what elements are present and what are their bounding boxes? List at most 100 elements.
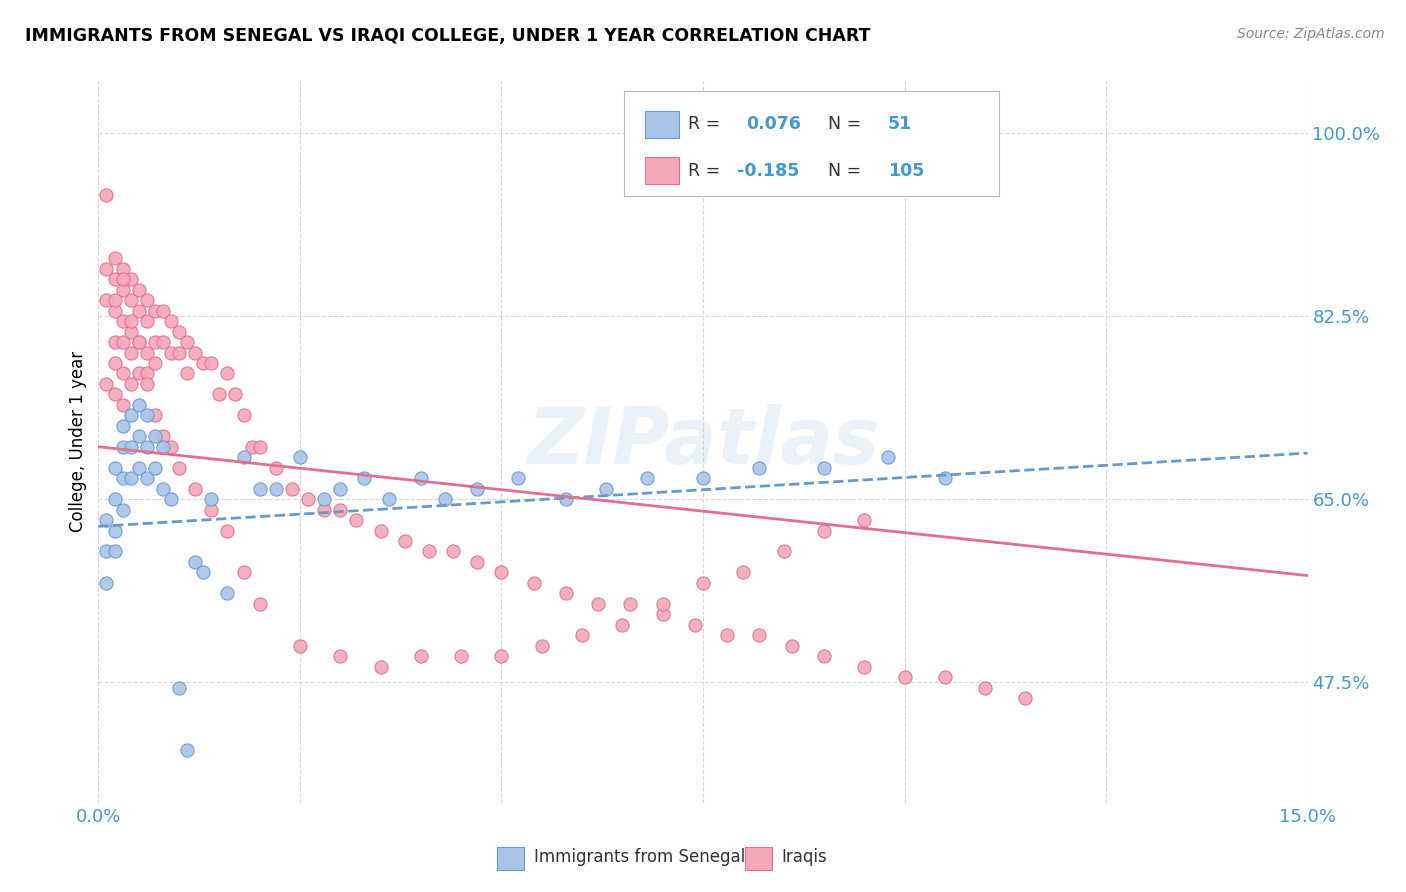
Point bbox=[329, 502, 352, 516]
Point bbox=[780, 639, 803, 653]
Point bbox=[314, 502, 336, 516]
Point bbox=[465, 555, 488, 569]
Point bbox=[200, 502, 222, 516]
Text: -0.185: -0.185 bbox=[737, 161, 799, 179]
Text: 105: 105 bbox=[889, 161, 924, 179]
Point bbox=[176, 334, 198, 349]
Point bbox=[120, 471, 142, 485]
Point bbox=[193, 356, 215, 370]
Point bbox=[733, 566, 755, 580]
Point bbox=[111, 471, 134, 485]
Point bbox=[571, 628, 593, 642]
Point bbox=[716, 628, 738, 642]
Point bbox=[160, 345, 183, 359]
Point bbox=[135, 367, 157, 381]
Point bbox=[813, 649, 835, 664]
Point bbox=[103, 293, 125, 308]
Point bbox=[893, 670, 915, 684]
Point bbox=[120, 376, 142, 391]
Point bbox=[184, 555, 207, 569]
Point bbox=[128, 367, 150, 381]
Point bbox=[934, 471, 956, 485]
Point bbox=[1014, 691, 1036, 706]
Point bbox=[120, 325, 142, 339]
Point bbox=[120, 314, 142, 328]
Point bbox=[193, 566, 215, 580]
Point bbox=[377, 492, 399, 507]
Point bbox=[344, 513, 367, 527]
Point bbox=[128, 283, 150, 297]
Point bbox=[111, 440, 134, 454]
Point bbox=[595, 482, 617, 496]
Point bbox=[232, 409, 254, 423]
Point bbox=[636, 471, 658, 485]
Point bbox=[96, 544, 118, 558]
Point bbox=[297, 492, 319, 507]
Point bbox=[394, 534, 416, 549]
Point bbox=[877, 450, 900, 465]
Point bbox=[555, 492, 578, 507]
Point bbox=[692, 471, 714, 485]
Point bbox=[128, 303, 150, 318]
Point bbox=[96, 575, 118, 590]
Point bbox=[249, 482, 271, 496]
Point bbox=[135, 440, 157, 454]
Point bbox=[135, 376, 157, 391]
Point bbox=[135, 471, 157, 485]
Point bbox=[176, 743, 198, 757]
Point bbox=[813, 460, 835, 475]
Point bbox=[217, 524, 239, 538]
Point bbox=[434, 492, 457, 507]
Point bbox=[143, 356, 166, 370]
Point bbox=[772, 544, 794, 558]
Point bbox=[409, 649, 432, 664]
FancyBboxPatch shape bbox=[745, 847, 772, 870]
Point bbox=[120, 440, 142, 454]
Point bbox=[184, 345, 207, 359]
Text: Iraqis: Iraqis bbox=[782, 848, 827, 866]
Point bbox=[128, 460, 150, 475]
Point bbox=[111, 502, 134, 516]
Point bbox=[232, 450, 254, 465]
Point bbox=[491, 649, 513, 664]
Point bbox=[152, 482, 174, 496]
Point bbox=[143, 429, 166, 443]
Point bbox=[217, 586, 239, 600]
Point bbox=[853, 659, 876, 673]
Point bbox=[111, 398, 134, 412]
Point bbox=[96, 513, 118, 527]
Point bbox=[200, 356, 222, 370]
Point bbox=[120, 345, 142, 359]
Point bbox=[224, 387, 246, 401]
Point bbox=[160, 440, 183, 454]
Point bbox=[167, 345, 190, 359]
Point bbox=[111, 418, 134, 433]
Text: Source: ZipAtlas.com: Source: ZipAtlas.com bbox=[1237, 27, 1385, 41]
Point bbox=[217, 367, 239, 381]
Point bbox=[167, 325, 190, 339]
Point bbox=[103, 492, 125, 507]
Point bbox=[111, 283, 134, 297]
Point bbox=[103, 334, 125, 349]
Point bbox=[530, 639, 553, 653]
Point bbox=[120, 272, 142, 286]
Point bbox=[264, 482, 287, 496]
Point bbox=[111, 272, 134, 286]
Point bbox=[96, 376, 118, 391]
Point bbox=[370, 524, 392, 538]
Point bbox=[96, 188, 118, 202]
Point bbox=[167, 460, 190, 475]
Point bbox=[128, 429, 150, 443]
Point bbox=[523, 575, 546, 590]
FancyBboxPatch shape bbox=[645, 157, 679, 185]
Point bbox=[135, 293, 157, 308]
Point bbox=[135, 409, 157, 423]
FancyBboxPatch shape bbox=[645, 111, 679, 138]
Point bbox=[135, 345, 157, 359]
Y-axis label: College, Under 1 year: College, Under 1 year bbox=[69, 351, 87, 533]
Text: IMMIGRANTS FROM SENEGAL VS IRAQI COLLEGE, UNDER 1 YEAR CORRELATION CHART: IMMIGRANTS FROM SENEGAL VS IRAQI COLLEGE… bbox=[25, 27, 870, 45]
Point bbox=[329, 649, 352, 664]
Point bbox=[619, 597, 641, 611]
Point bbox=[96, 261, 118, 276]
Point bbox=[329, 482, 352, 496]
